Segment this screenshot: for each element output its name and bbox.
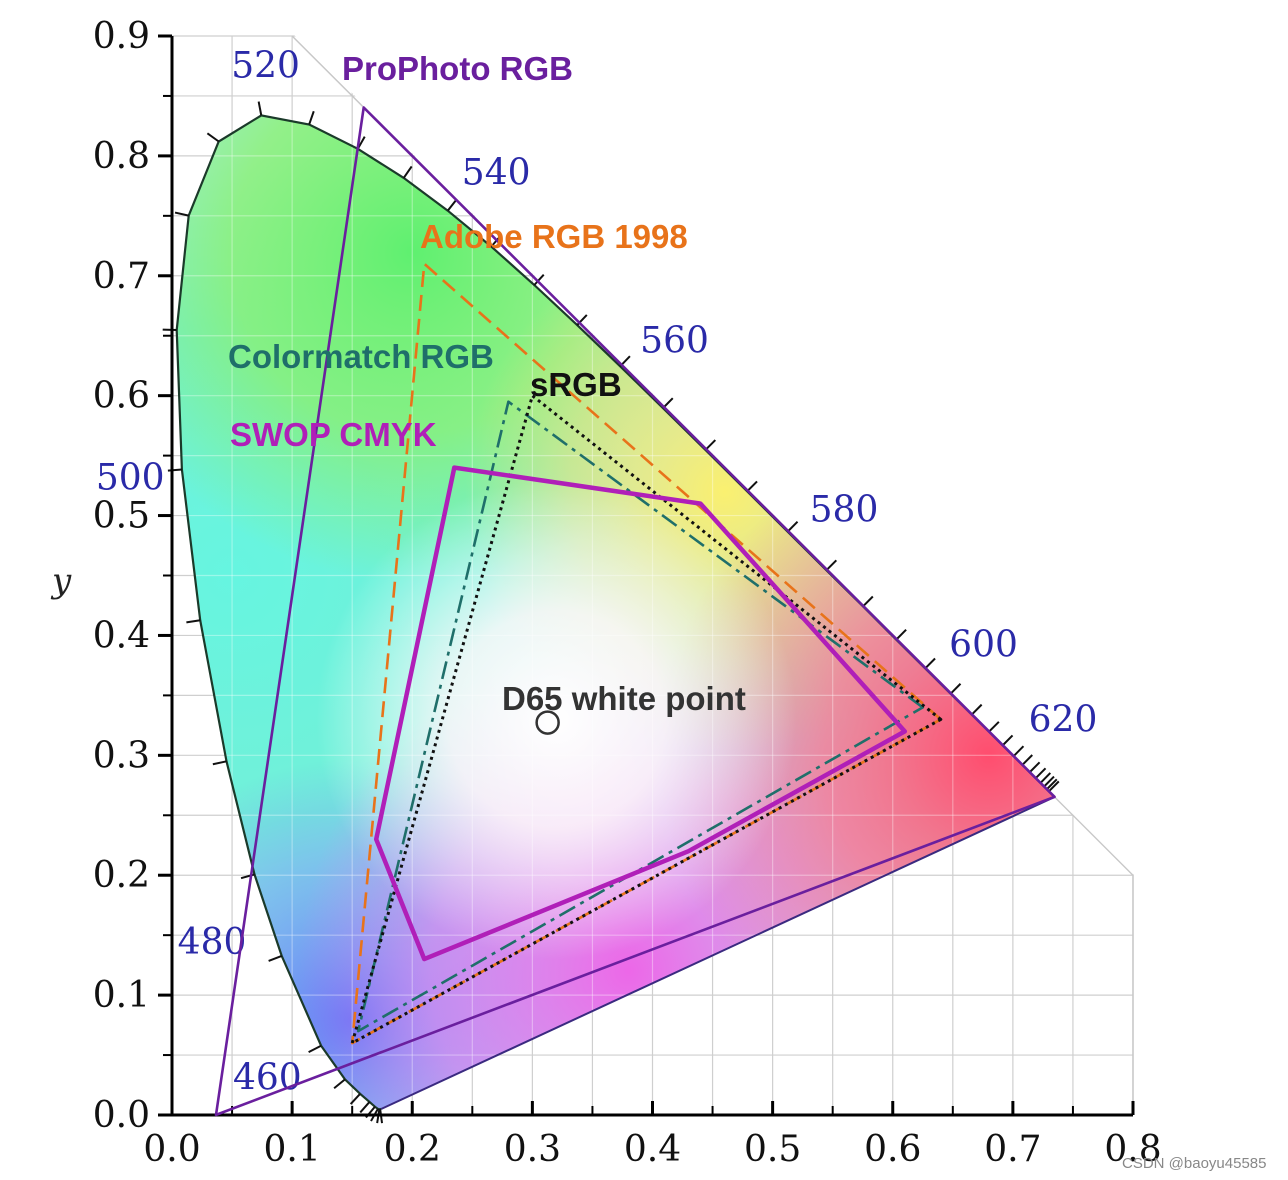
grid-mask — [293, 34, 1173, 876]
x-tick-label: 0.5 — [744, 1129, 801, 1170]
wavelength-tick — [490, 235, 502, 248]
wavelength-label-480: 480 — [178, 922, 247, 963]
label-srgb: sRGB — [530, 366, 622, 403]
wavelength-tick — [949, 683, 962, 695]
y-tick-label: 0.2 — [93, 855, 150, 896]
wavelength-tick — [1021, 754, 1033, 766]
axes: 0.0 0.1 0.2 0.3 0.4 0.5 0.6 0.7 0.8 0.0 0.1 0.2 0.3 0… — [93, 16, 1162, 1170]
x-tick-label: 0.8 — [1104, 1129, 1161, 1170]
y-tick-label: 0.3 — [93, 735, 150, 776]
wavelength-tick — [308, 110, 315, 125]
line-of-purples — [380, 796, 1055, 1110]
wavelength-tick — [186, 619, 201, 624]
wavelength-label-540: 540 — [462, 153, 531, 194]
d65-white-point-marker — [535, 710, 560, 735]
x-tick-label: 0.3 — [504, 1129, 561, 1170]
y-tick-label: 0.8 — [93, 136, 150, 177]
y-axis-title: y — [50, 561, 72, 601]
x-tick-label: 0.6 — [864, 1129, 921, 1170]
wavelength-tick — [402, 165, 413, 179]
wavelength-label-620: 620 — [1029, 699, 1098, 740]
x-tick-label: 0.4 — [624, 1129, 681, 1170]
label-prophoto-rgb: ProPhoto RGB — [342, 50, 573, 87]
wavelength-tick — [206, 132, 220, 143]
wavelength-tick — [333, 1078, 346, 1089]
wavelength-tick — [988, 721, 1000, 733]
y-tick-label: 0.7 — [93, 256, 150, 297]
wavelength-tick — [1012, 745, 1025, 757]
y-tick-label: 0.5 — [93, 496, 150, 537]
wavelength-label-500: 500 — [96, 458, 165, 499]
wavelength-tick — [1048, 780, 1060, 793]
wavelength-tick — [1028, 761, 1041, 773]
wavelength-tick — [359, 1101, 371, 1114]
gamut-swop-cmyk — [373, 465, 908, 962]
wavelength-tick — [704, 439, 717, 451]
gamut-prophoto-rgb — [214, 106, 1056, 1117]
wavelength-tick — [257, 101, 263, 116]
wavelength-tick — [212, 760, 227, 766]
spectral-locus-layer: 460 480 500 520 540 560 580 600 620 — [96, 45, 1098, 1124]
y-tick-label: 0.9 — [93, 16, 150, 57]
label-colormatch-rgb: Colormatch RGB — [228, 338, 494, 375]
x-tick-label: 0.1 — [263, 1129, 320, 1170]
gamut-srgb — [350, 394, 943, 1045]
label-swop-cmyk: SWOP CMYK — [230, 416, 437, 453]
wavelength-tick — [825, 559, 838, 571]
y-tick-label: 0.0 — [93, 1095, 150, 1136]
wavelength-tick — [167, 468, 182, 472]
y-tick-label: 0.1 — [93, 975, 150, 1016]
wavelength-tick — [1046, 778, 1058, 790]
wavelength-tick — [174, 211, 189, 217]
x-tick-label: 0.2 — [384, 1129, 441, 1170]
wavelength-tick — [308, 1044, 322, 1053]
wavelength-label-560: 560 — [640, 320, 709, 361]
wavelength-label-460: 460 — [233, 1057, 302, 1098]
wavelength-tick — [786, 520, 799, 533]
wavelength-label-600: 600 — [949, 624, 1018, 665]
wavelength-tick — [1001, 734, 1014, 747]
wavelength-tick — [971, 703, 983, 716]
gamut-labels: ProPhoto RGB Adobe RGB 1998 Colormatch R… — [50, 50, 1266, 1172]
wavelength-tick — [1039, 772, 1052, 784]
wavelength-tick — [1034, 767, 1047, 779]
wavelength-tick — [1043, 775, 1055, 788]
y-tick-label: 0.6 — [93, 376, 150, 417]
y-tick-label: 0.4 — [93, 615, 150, 656]
wavelength-tick — [924, 657, 936, 670]
gamut-adobe-rgb-1998 — [350, 262, 943, 1045]
x-tick-label: 0.0 — [143, 1129, 200, 1170]
wavelength-label-520: 520 — [231, 45, 300, 86]
gamut-series — [214, 106, 1056, 1117]
watermark: CSDN @baoyu45585 — [1122, 1155, 1266, 1172]
wavelength-tick — [349, 1093, 361, 1105]
wavelength-tick — [862, 595, 874, 608]
wavelength-tick — [533, 273, 545, 286]
wavelength-tick — [895, 629, 907, 641]
x-tick-label: 0.7 — [984, 1129, 1041, 1170]
wavelength-tick — [447, 199, 458, 212]
wavelength-label-580: 580 — [810, 490, 879, 531]
wavelength-tick — [268, 954, 283, 962]
label-adobe-rgb: Adobe RGB 1998 — [420, 218, 688, 255]
label-d65-white-point: D65 white point — [502, 680, 746, 717]
wavelength-tick — [746, 480, 758, 493]
